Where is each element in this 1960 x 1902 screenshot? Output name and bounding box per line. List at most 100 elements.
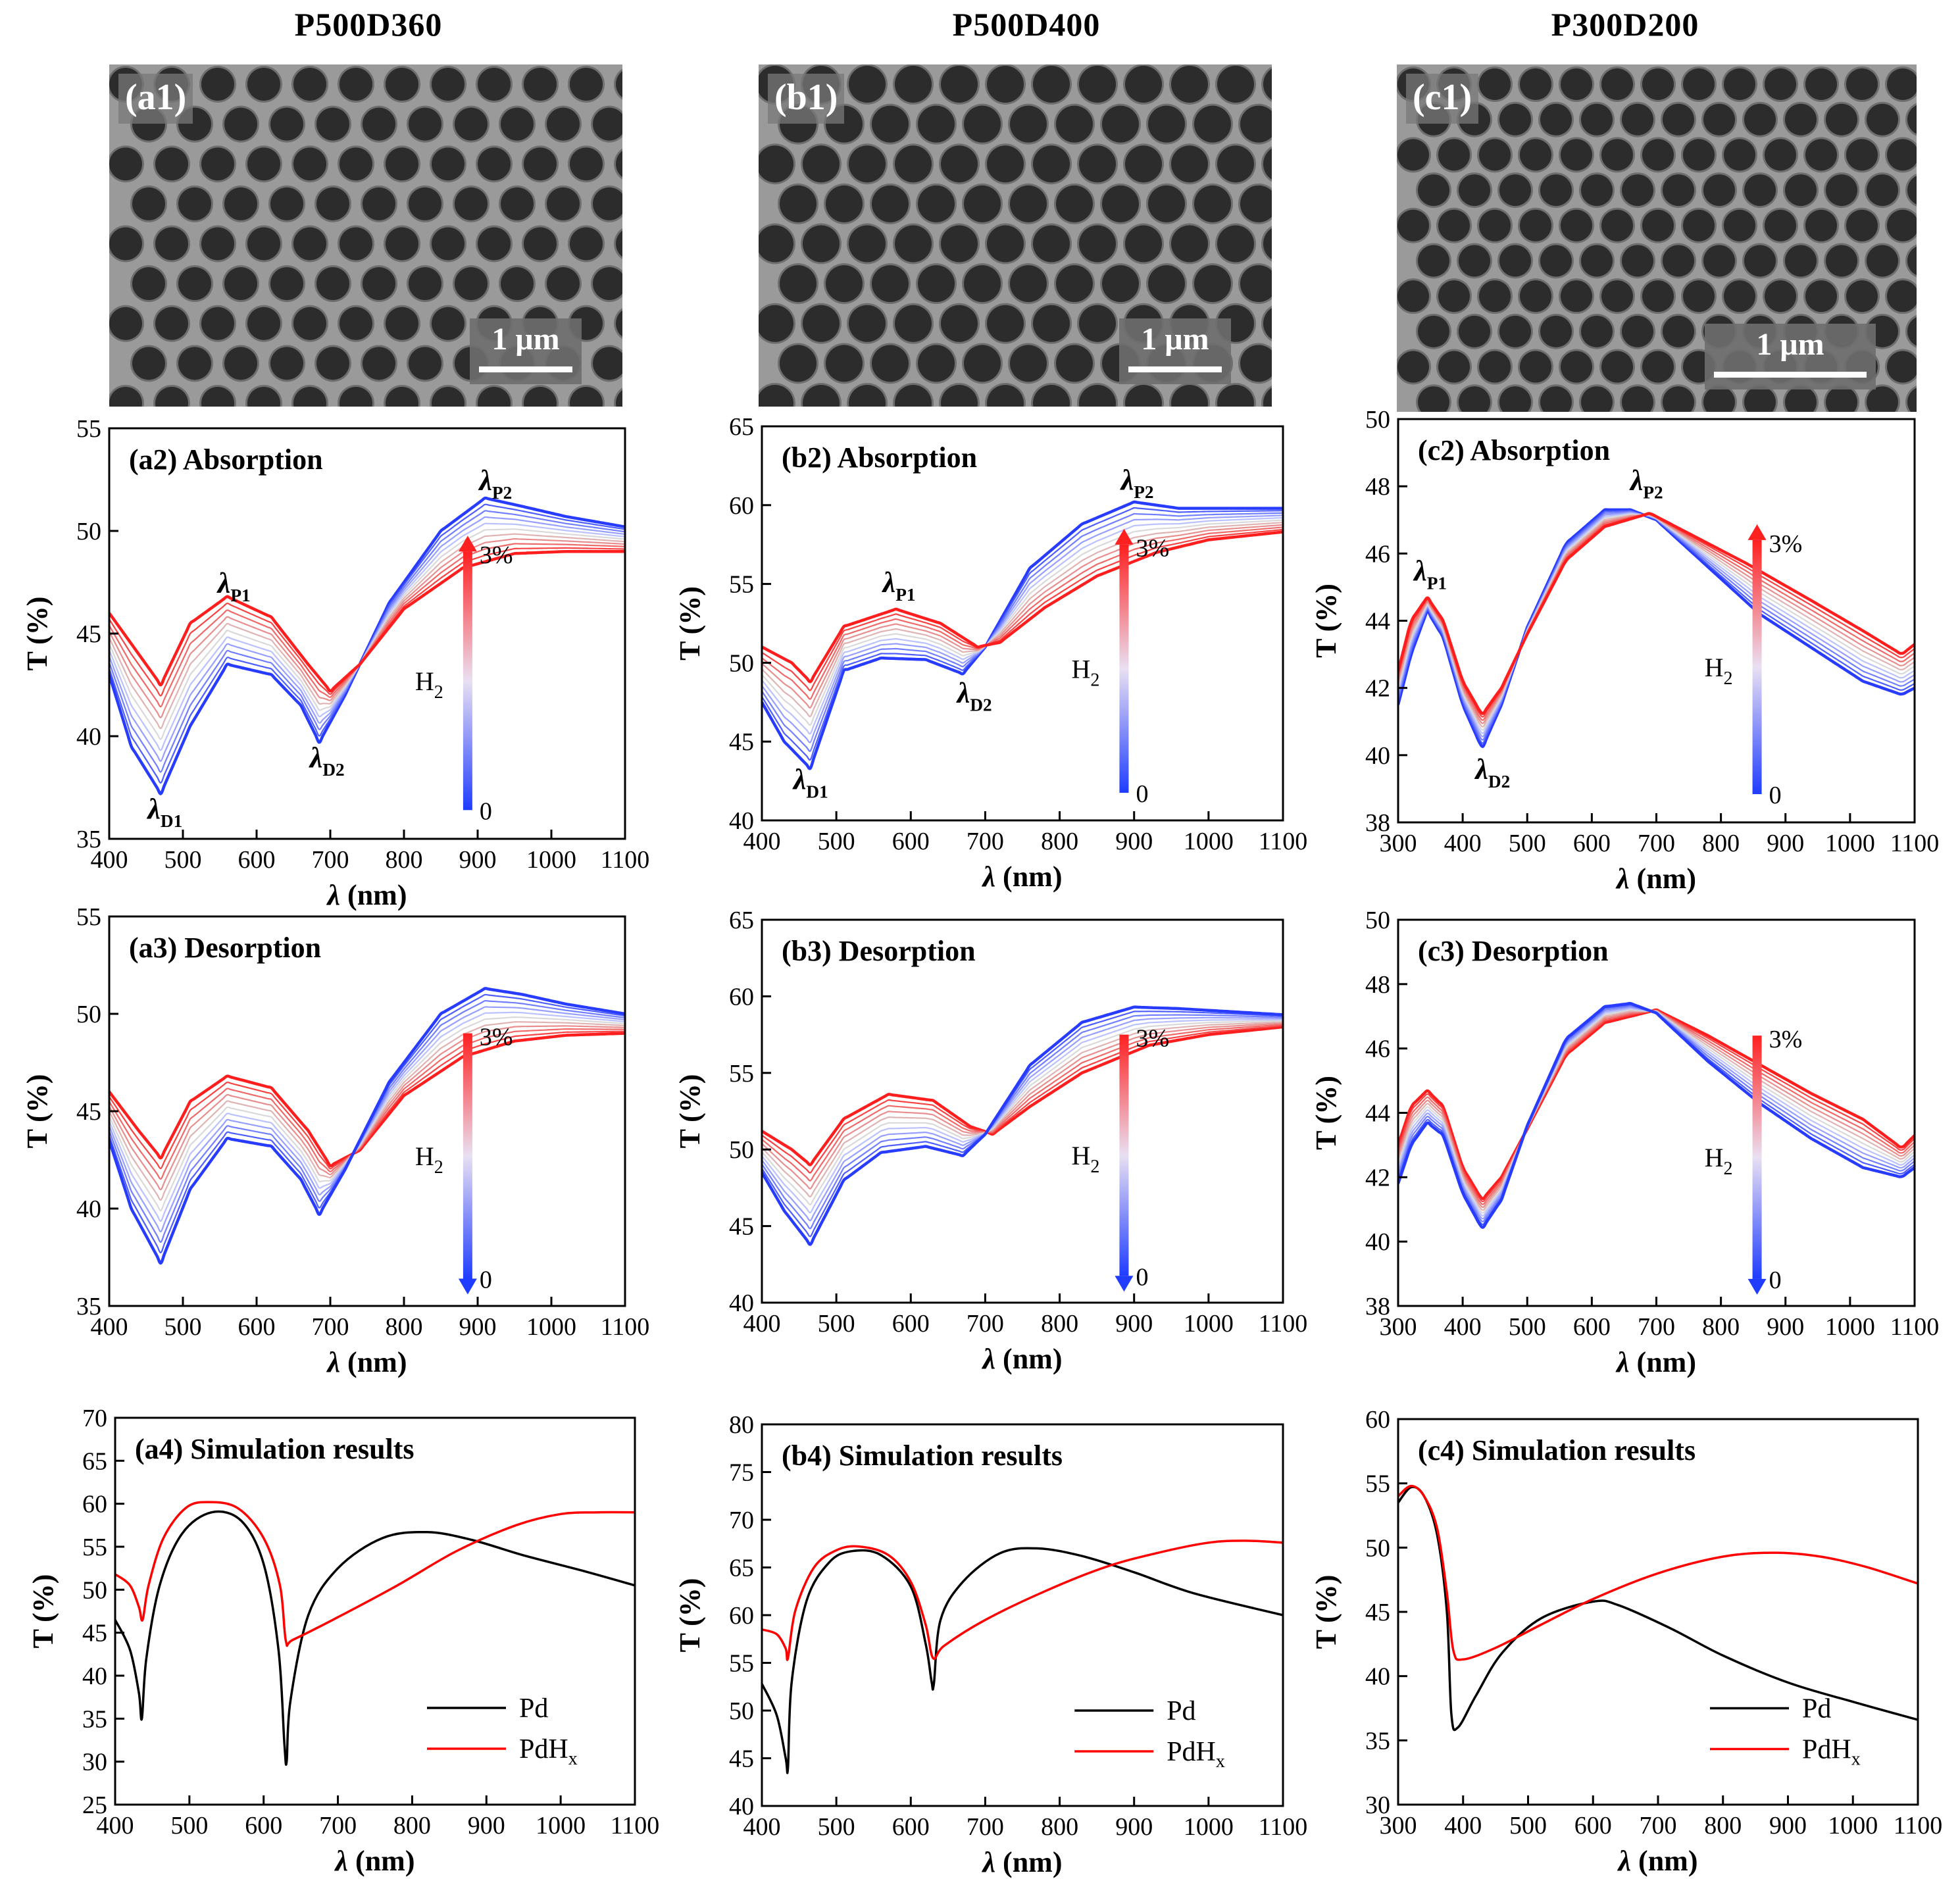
sem-image-c1: (c1) 1 μm: [1397, 64, 1917, 412]
sem-hole: [1520, 209, 1551, 241]
x-tick-label: 500: [1509, 1812, 1547, 1839]
y-tick-label: 60: [729, 983, 754, 1011]
sem-hole: [616, 310, 622, 337]
sem-hole: [803, 384, 840, 407]
sem-hole: [1033, 305, 1070, 342]
sem-hole: [759, 145, 793, 183]
sem-hole: [339, 68, 372, 101]
y-tick-label: 35: [1365, 1727, 1390, 1755]
chart-c3: 300 400 500 600 700 800 900 1000 110038404244464…: [1310, 907, 1939, 1378]
sem-hole: [1663, 386, 1694, 412]
series-line: [1398, 513, 1915, 724]
sem-hole: [1263, 388, 1272, 407]
series-group: [109, 496, 625, 795]
colorbar-name: H2: [415, 1141, 443, 1178]
series-line: [762, 1021, 1283, 1198]
sem-hole: [155, 386, 188, 407]
sem-hole: [1826, 103, 1857, 136]
sem-hole: [1520, 280, 1551, 313]
sem-hole: [178, 267, 211, 301]
sem-hole: [1479, 209, 1511, 241]
x-tick-label: 1000: [1825, 1313, 1875, 1341]
sem-hole: [247, 68, 280, 101]
sem-hole: [987, 225, 1024, 263]
sem-hole: [987, 145, 1024, 183]
sem-hole: [363, 187, 395, 220]
sem-hole: [1499, 245, 1531, 277]
sem-hole: [386, 386, 418, 407]
x-tick-label: 700: [1638, 1313, 1675, 1341]
sem-hole: [1765, 209, 1796, 241]
sem-hole: [1744, 174, 1776, 207]
x-tick-label: 1000: [526, 1313, 576, 1341]
x-axis-label: λ (nm): [982, 861, 1063, 893]
series-line: [762, 519, 1283, 726]
sem-hole: [501, 267, 534, 301]
sem-hole: [1263, 68, 1272, 100]
panel-tag-c1: (c1): [1406, 74, 1479, 124]
x-axis-label: λ (nm): [1617, 1845, 1698, 1877]
series-line: [109, 1030, 625, 1170]
sem-hole: [1056, 185, 1093, 222]
series-line: [1398, 1010, 1915, 1209]
sem-hole: [1601, 139, 1633, 171]
colorbar-name: H2: [1705, 653, 1733, 689]
peak-label: λP1: [216, 567, 251, 605]
sem-hole: [616, 230, 622, 257]
sem-hole: [316, 267, 349, 301]
y-tick-label: 65: [82, 1447, 107, 1475]
x-tick-label: 600: [1573, 830, 1611, 857]
y-axis-label: T (%): [27, 1574, 59, 1649]
sem-hole: [1601, 68, 1633, 100]
sem-hole: [524, 147, 557, 181]
sem-hole: [964, 345, 1001, 382]
y-tick-label: 50: [1365, 1534, 1390, 1562]
x-tick-label: 500: [1509, 830, 1546, 857]
sem-hole: [941, 66, 978, 103]
y-tick-label: 60: [1365, 1406, 1390, 1434]
sem-hole: [1744, 386, 1776, 412]
colorbar-bottom-label: 0: [480, 797, 492, 825]
series-line: [1398, 513, 1915, 734]
sem-hole: [1397, 139, 1429, 171]
y-tick-label: 38: [1365, 809, 1390, 837]
sem-hole: [178, 347, 211, 380]
column-title-a: P500D360: [294, 6, 443, 43]
series-line: [109, 503, 625, 784]
panel-title: (a2) Absorption: [129, 443, 323, 476]
sem-image-a1: (a1) 1 μm: [109, 64, 622, 407]
colorbar: [1752, 539, 1762, 795]
y-tick-label: 30: [82, 1749, 107, 1776]
sem-hole: [918, 345, 955, 382]
sem-hole: [1601, 280, 1633, 313]
series-line: [762, 1016, 1283, 1222]
sem-hole: [293, 68, 326, 101]
series-group: [1398, 508, 1915, 748]
panel-title: (a4) Simulation results: [135, 1433, 415, 1465]
x-tick-label: 900: [459, 846, 497, 874]
y-tick-label: 50: [76, 1001, 101, 1028]
y-axis-label: T (%): [1310, 1575, 1342, 1649]
sem-hole: [155, 147, 188, 181]
x-tick-label: 500: [818, 1813, 855, 1841]
series-line-pdhx: [1398, 1484, 1918, 1661]
y-tick-label: 55: [729, 571, 754, 599]
y-axis-label: T (%): [21, 597, 53, 671]
sem-hole: [1581, 245, 1613, 277]
sem-hole: [803, 145, 840, 183]
colorbar-arrow: [1115, 1276, 1134, 1292]
peak-label: λP2: [1629, 464, 1663, 502]
sem-hole: [316, 187, 349, 220]
colorbar-name: H2: [1071, 1141, 1099, 1177]
sem-hole: [1622, 315, 1653, 347]
sem-hole: [1867, 103, 1898, 136]
panel-tag-b1: (b1): [768, 74, 845, 124]
sem-hole: [270, 267, 303, 301]
sem-hole: [132, 347, 165, 380]
sem-hole: [1125, 225, 1162, 263]
y-tick-label: 40: [76, 1195, 101, 1223]
sem-hole: [247, 147, 280, 181]
chart-b3: 400 500 600 700 800 900 1000 1100 40 45 50 55 60 65 λ …: [674, 907, 1307, 1375]
sem-hole: [1867, 386, 1898, 412]
x-tick-label: 1000: [536, 1812, 586, 1839]
